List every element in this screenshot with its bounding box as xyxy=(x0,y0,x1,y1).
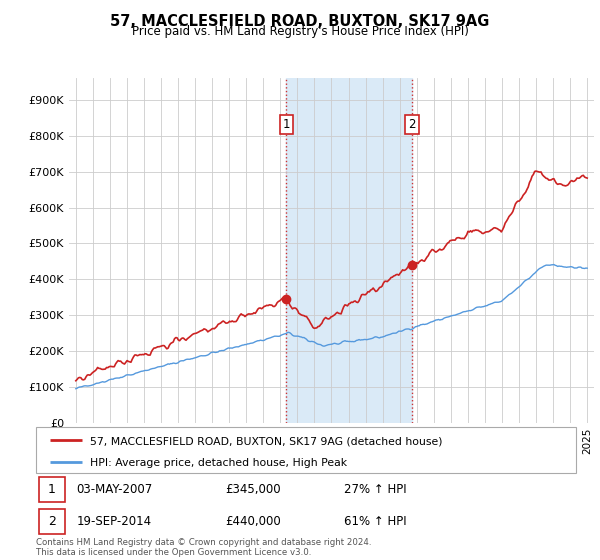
FancyBboxPatch shape xyxy=(39,509,65,534)
Text: Contains HM Land Registry data © Crown copyright and database right 2024.
This d: Contains HM Land Registry data © Crown c… xyxy=(36,538,371,557)
Text: 2: 2 xyxy=(408,118,416,132)
Text: 03-MAY-2007: 03-MAY-2007 xyxy=(77,483,153,496)
Text: 57, MACCLESFIELD ROAD, BUXTON, SK17 9AG (detached house): 57, MACCLESFIELD ROAD, BUXTON, SK17 9AG … xyxy=(90,436,443,446)
Text: £345,000: £345,000 xyxy=(225,483,281,496)
Text: 27% ↑ HPI: 27% ↑ HPI xyxy=(344,483,406,496)
Text: 2: 2 xyxy=(48,515,56,528)
Text: Price paid vs. HM Land Registry's House Price Index (HPI): Price paid vs. HM Land Registry's House … xyxy=(131,25,469,38)
FancyBboxPatch shape xyxy=(39,477,65,502)
Text: 1: 1 xyxy=(48,483,56,496)
Text: 1: 1 xyxy=(283,118,290,132)
Text: 19-SEP-2014: 19-SEP-2014 xyxy=(77,515,152,528)
Text: 57, MACCLESFIELD ROAD, BUXTON, SK17 9AG: 57, MACCLESFIELD ROAD, BUXTON, SK17 9AG xyxy=(110,14,490,29)
Text: 61% ↑ HPI: 61% ↑ HPI xyxy=(344,515,406,528)
Text: HPI: Average price, detached house, High Peak: HPI: Average price, detached house, High… xyxy=(90,458,347,468)
Bar xyxy=(286,78,412,423)
Text: £440,000: £440,000 xyxy=(225,515,281,528)
